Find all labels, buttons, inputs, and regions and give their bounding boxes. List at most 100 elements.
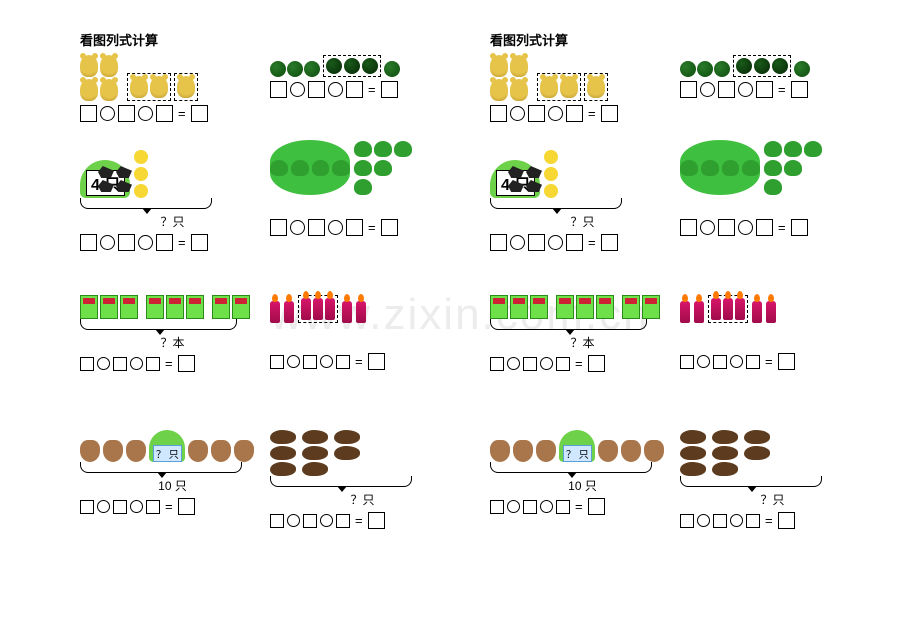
op-box[interactable] bbox=[697, 355, 710, 368]
answer-box[interactable] bbox=[113, 357, 127, 371]
op-box[interactable] bbox=[290, 220, 305, 235]
answer-box[interactable] bbox=[566, 105, 583, 122]
answer-box[interactable] bbox=[490, 500, 504, 514]
answer-box[interactable] bbox=[336, 514, 350, 528]
op-box[interactable] bbox=[540, 500, 553, 513]
op-box[interactable] bbox=[97, 500, 110, 513]
op-box[interactable] bbox=[97, 357, 110, 370]
answer-box[interactable] bbox=[156, 234, 173, 251]
op-box[interactable] bbox=[130, 500, 143, 513]
op-box[interactable] bbox=[130, 357, 143, 370]
op-box[interactable] bbox=[320, 514, 333, 527]
answer-box[interactable] bbox=[680, 514, 694, 528]
answer-box[interactable] bbox=[778, 512, 795, 529]
answer-box[interactable] bbox=[303, 514, 317, 528]
op-box[interactable] bbox=[697, 514, 710, 527]
squirrel-icon bbox=[621, 440, 641, 462]
op-box[interactable] bbox=[287, 355, 300, 368]
op-box[interactable] bbox=[738, 220, 753, 235]
op-box[interactable] bbox=[510, 235, 525, 250]
answer-box[interactable] bbox=[523, 357, 537, 371]
op-box[interactable] bbox=[548, 235, 563, 250]
answer-box[interactable] bbox=[680, 81, 697, 98]
answer-box[interactable] bbox=[191, 234, 208, 251]
answer-box[interactable] bbox=[528, 105, 545, 122]
op-box[interactable] bbox=[700, 82, 715, 97]
answer-box[interactable] bbox=[146, 500, 160, 514]
op-box[interactable] bbox=[730, 355, 743, 368]
mouse-icon bbox=[712, 462, 738, 476]
answer-box[interactable] bbox=[191, 105, 208, 122]
op-box[interactable] bbox=[548, 106, 563, 121]
answer-box[interactable] bbox=[270, 514, 284, 528]
answer-box[interactable] bbox=[80, 500, 94, 514]
answer-box[interactable] bbox=[556, 357, 570, 371]
answer-box[interactable] bbox=[718, 81, 735, 98]
answer-box[interactable] bbox=[336, 355, 350, 369]
answer-box[interactable] bbox=[346, 219, 363, 236]
op-box[interactable] bbox=[507, 500, 520, 513]
answer-box[interactable] bbox=[680, 219, 697, 236]
dashed-group bbox=[584, 73, 608, 101]
squirrel-icon bbox=[126, 440, 146, 462]
answer-box[interactable] bbox=[346, 81, 363, 98]
answer-box[interactable] bbox=[528, 234, 545, 251]
answer-box[interactable] bbox=[791, 81, 808, 98]
answer-box[interactable] bbox=[756, 81, 773, 98]
answer-box[interactable] bbox=[270, 355, 284, 369]
answer-box[interactable] bbox=[381, 219, 398, 236]
op-box[interactable] bbox=[540, 357, 553, 370]
answer-box[interactable] bbox=[118, 105, 135, 122]
answer-box[interactable] bbox=[146, 357, 160, 371]
answer-box[interactable] bbox=[381, 81, 398, 98]
answer-box[interactable] bbox=[308, 81, 325, 98]
answer-box[interactable] bbox=[80, 234, 97, 251]
answer-box[interactable] bbox=[601, 105, 618, 122]
answer-box[interactable] bbox=[270, 219, 287, 236]
answer-box[interactable] bbox=[368, 512, 385, 529]
answer-box[interactable] bbox=[601, 234, 618, 251]
op-box[interactable] bbox=[507, 357, 520, 370]
answer-box[interactable] bbox=[308, 219, 325, 236]
answer-box[interactable] bbox=[118, 234, 135, 251]
answer-box[interactable] bbox=[523, 500, 537, 514]
answer-box[interactable] bbox=[178, 355, 195, 372]
answer-box[interactable] bbox=[680, 355, 694, 369]
op-box[interactable] bbox=[290, 82, 305, 97]
op-box[interactable] bbox=[328, 82, 343, 97]
op-box[interactable] bbox=[138, 106, 153, 121]
answer-box[interactable] bbox=[566, 234, 583, 251]
answer-box[interactable] bbox=[713, 355, 727, 369]
answer-box[interactable] bbox=[368, 353, 385, 370]
op-box[interactable] bbox=[730, 514, 743, 527]
answer-box[interactable] bbox=[588, 498, 605, 515]
answer-box[interactable] bbox=[588, 355, 605, 372]
answer-box[interactable] bbox=[718, 219, 735, 236]
answer-box[interactable] bbox=[746, 514, 760, 528]
answer-box[interactable] bbox=[490, 357, 504, 371]
answer-box[interactable] bbox=[746, 355, 760, 369]
op-box[interactable] bbox=[100, 106, 115, 121]
answer-box[interactable] bbox=[556, 500, 570, 514]
answer-box[interactable] bbox=[756, 219, 773, 236]
op-box[interactable] bbox=[138, 235, 153, 250]
op-box[interactable] bbox=[510, 106, 525, 121]
answer-box[interactable] bbox=[80, 357, 94, 371]
op-box[interactable] bbox=[328, 220, 343, 235]
answer-box[interactable] bbox=[178, 498, 195, 515]
answer-box[interactable] bbox=[113, 500, 127, 514]
op-box[interactable] bbox=[100, 235, 115, 250]
answer-box[interactable] bbox=[778, 353, 795, 370]
answer-box[interactable] bbox=[303, 355, 317, 369]
op-box[interactable] bbox=[287, 514, 300, 527]
answer-box[interactable] bbox=[713, 514, 727, 528]
op-box[interactable] bbox=[700, 220, 715, 235]
answer-box[interactable] bbox=[270, 81, 287, 98]
answer-box[interactable] bbox=[156, 105, 173, 122]
answer-box[interactable] bbox=[791, 219, 808, 236]
answer-box[interactable] bbox=[80, 105, 97, 122]
op-box[interactable] bbox=[320, 355, 333, 368]
op-box[interactable] bbox=[738, 82, 753, 97]
answer-box[interactable] bbox=[490, 105, 507, 122]
answer-box[interactable] bbox=[490, 234, 507, 251]
